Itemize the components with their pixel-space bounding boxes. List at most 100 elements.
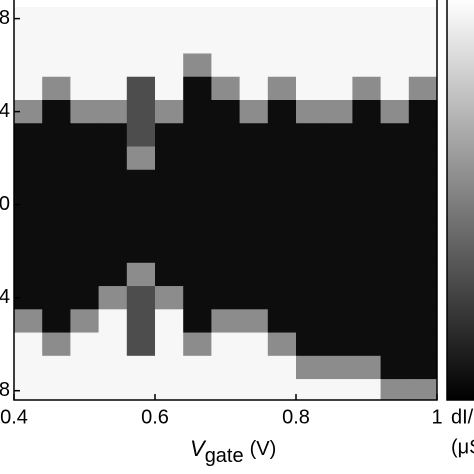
heatmap-cell <box>14 53 43 78</box>
heatmap-cell <box>183 239 212 264</box>
heatmap-cell <box>155 239 184 264</box>
y-tick-label: 0.4 <box>0 100 10 122</box>
heatmap-cell <box>380 309 410 334</box>
heatmap-cell <box>296 123 325 148</box>
heatmap-cell <box>352 100 382 124</box>
heatmap-cell <box>183 169 212 194</box>
heatmap-cell <box>408 309 437 334</box>
heatmap-cell <box>183 193 212 217</box>
heatmap-cell <box>267 309 297 334</box>
heatmap-cell <box>296 355 325 380</box>
heatmap-cell <box>408 53 437 78</box>
heatmap-cell <box>408 100 437 124</box>
heatmap-cell <box>239 239 269 264</box>
heatmap-cell <box>296 332 325 357</box>
heatmap-cell <box>98 193 128 217</box>
heatmap-cell <box>267 332 297 357</box>
heatmap-cell <box>267 216 297 241</box>
heatmap-cell <box>42 193 71 217</box>
heatmap-cell <box>14 379 43 400</box>
heatmap-cell <box>352 332 382 357</box>
heatmap-cell <box>296 216 325 241</box>
heatmap-cell <box>42 169 71 194</box>
x-tick-label: 0.8 <box>282 406 310 428</box>
heatmap-cell <box>352 239 382 264</box>
heatmap-cell <box>70 146 100 171</box>
heatmap-cell <box>239 332 269 357</box>
heatmap-cell <box>98 100 128 124</box>
heatmap-cell <box>408 286 437 310</box>
heatmap-cell <box>211 123 241 148</box>
heatmap-cell <box>211 30 241 54</box>
heatmap-cell <box>324 76 353 101</box>
heatmap-cell <box>380 6 410 31</box>
heatmap-cell <box>267 169 297 194</box>
heatmap-cell <box>70 332 100 357</box>
heatmap-cell <box>380 169 410 194</box>
colorbar-unit: (μS) <box>451 436 474 458</box>
heatmap-cell <box>155 30 184 54</box>
heatmap-cell <box>155 146 184 171</box>
heatmap-cell <box>183 216 212 241</box>
x-axis-label: Vgate (V) <box>190 436 276 467</box>
heatmap-cell <box>14 332 43 357</box>
heatmap-cell <box>211 332 241 357</box>
heatmap-cell <box>183 262 212 287</box>
heatmap-cell <box>183 30 212 54</box>
heatmap-cell <box>211 262 241 287</box>
heatmap-cell <box>352 30 382 54</box>
heatmap-cell <box>408 379 437 400</box>
heatmap-cell <box>324 332 353 357</box>
heatmap-cell <box>324 30 353 54</box>
heatmap-cell <box>98 6 128 31</box>
colorbar <box>446 0 474 401</box>
heatmap-cell <box>324 355 353 380</box>
heatmap-cell <box>42 379 71 400</box>
heatmap-cell <box>155 355 184 380</box>
heatmap-cell <box>296 193 325 217</box>
heatmap-cell <box>211 53 241 78</box>
heatmap-cell <box>126 286 156 310</box>
heatmap-cell <box>239 262 269 287</box>
heatmap-cell <box>211 76 241 101</box>
heatmap-cell <box>296 30 325 54</box>
heatmap-cell <box>324 379 353 400</box>
heatmap-cell <box>14 76 43 101</box>
heatmap-cell <box>70 100 100 124</box>
x-tick-label: 0.6 <box>141 406 169 428</box>
heatmap-cell <box>98 379 128 400</box>
heatmap-cell <box>42 146 71 171</box>
heatmap-cell <box>408 123 437 148</box>
heatmap-cell <box>183 123 212 148</box>
heatmap-cell <box>267 6 297 31</box>
heatmap-cell <box>324 169 353 194</box>
heatmap-cell <box>14 100 43 124</box>
heatmap-cell <box>352 146 382 171</box>
y-tick-label: -0.4 <box>0 286 10 308</box>
heatmap-cell <box>408 216 437 241</box>
heatmap-cell <box>98 309 128 334</box>
heatmap-cell <box>380 193 410 217</box>
heatmap-cell <box>352 286 382 310</box>
heatmap-cell <box>408 6 437 31</box>
heatmap-cell <box>70 193 100 217</box>
heatmap-cell <box>126 123 156 148</box>
heatmap-cell <box>324 53 353 78</box>
heatmap-cell <box>98 239 128 264</box>
heatmap-cell <box>211 169 241 194</box>
heatmap-cell <box>98 169 128 194</box>
heatmap-cell <box>14 123 43 148</box>
heatmap-cell <box>126 239 156 264</box>
heatmap-cell <box>267 100 297 124</box>
x-axis-subscript: gate <box>205 445 244 467</box>
y-tick-label: -0.8 <box>0 379 10 401</box>
heatmap-cell <box>70 379 100 400</box>
heatmap-cell <box>296 239 325 264</box>
x-tick-label: 0.4 <box>0 406 28 428</box>
heatmap-cell <box>70 262 100 287</box>
heatmap-cell <box>183 6 212 31</box>
heatmap-cell <box>98 30 128 54</box>
colorbar-label: dI/dV <box>451 406 474 428</box>
heatmap-cell <box>352 169 382 194</box>
